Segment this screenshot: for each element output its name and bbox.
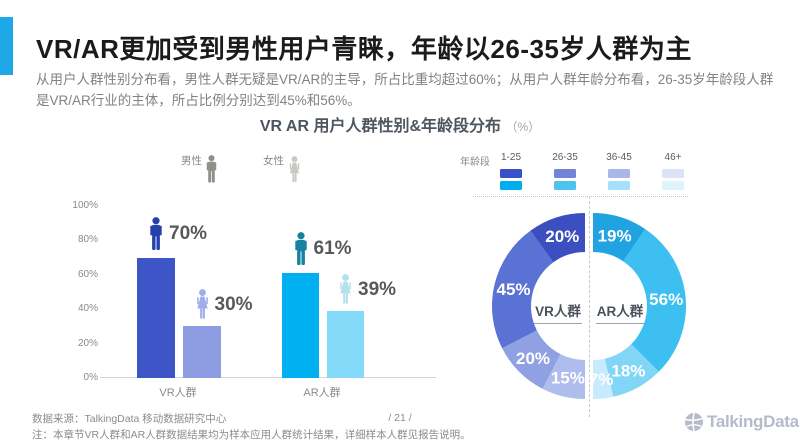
ar-donut-segment-36-45 bbox=[604, 344, 659, 397]
vr-donut-label: VR人群 bbox=[534, 300, 582, 324]
vr-age-swatch bbox=[608, 169, 630, 178]
data-source: 数据来源：TalkingData 移动数据研究中心 bbox=[32, 413, 227, 425]
vr-age-swatch bbox=[554, 169, 576, 178]
chart-title: VR AR 用户人群性别&年龄段分布 （%） bbox=[0, 112, 800, 136]
age-legend-title: 年龄段 bbox=[460, 157, 490, 168]
page-number: / 21 / bbox=[388, 412, 412, 424]
ar-donut-value-1-25: 19% bbox=[598, 227, 632, 246]
ar-female-person-icon bbox=[340, 274, 351, 304]
vr-donut-value-26-35: 45% bbox=[497, 280, 531, 299]
y-axis-tick: 100% bbox=[72, 200, 98, 211]
vr-donut-value-36-45: 20% bbox=[516, 349, 550, 368]
age-legend-label: 26-35 bbox=[552, 152, 578, 163]
y-axis-tick: 60% bbox=[77, 268, 98, 280]
vr-donut-value-46+: 15% bbox=[551, 368, 585, 387]
age-legend-label: 1-25 bbox=[500, 152, 521, 163]
legend-separator-line bbox=[473, 196, 688, 197]
chart-title-unit: （%） bbox=[505, 120, 541, 134]
vr-donut-segment-46+ bbox=[542, 354, 585, 399]
vr-female-bar bbox=[183, 326, 221, 378]
talkingdata-logo-icon bbox=[685, 412, 703, 432]
male-legend-icon bbox=[206, 155, 217, 183]
vr-donut-segment-36-45 bbox=[502, 330, 561, 389]
vr-female-person-icon bbox=[196, 289, 208, 320]
vr-male-value-label: 70% bbox=[169, 222, 208, 244]
vr-age-swatch bbox=[662, 169, 684, 178]
title-accent-bar bbox=[0, 17, 13, 75]
ar-donut-label: AR人群 bbox=[596, 300, 644, 324]
x-axis-label: VR人群 bbox=[159, 387, 197, 399]
ar-age-swatch bbox=[554, 181, 576, 190]
y-axis-tick: 40% bbox=[77, 303, 98, 315]
female-legend-icon bbox=[289, 156, 300, 183]
legend-male-label: 男性 bbox=[181, 155, 202, 167]
page-subtitle: 从用户人群性别分布看，男性人群无疑是VR/AR的主导，所占比重均超过60%；从用… bbox=[36, 71, 774, 108]
ar-donut-segment-26-35 bbox=[623, 229, 686, 372]
vr-donut-segment-1-25 bbox=[530, 213, 585, 263]
legend-female-label: 女性 bbox=[263, 155, 284, 167]
page-title: VR/AR更加受到男性用户青睐，年龄以26-35岁人群为主 bbox=[36, 34, 692, 65]
ar-donut-segment-46+ bbox=[593, 358, 614, 399]
vr-male-person-icon bbox=[150, 216, 162, 250]
donut-divider-line bbox=[589, 196, 590, 417]
vr-age-swatch bbox=[500, 169, 522, 178]
y-axis-tick: 80% bbox=[77, 234, 98, 246]
age-legend-label: 46+ bbox=[664, 152, 682, 163]
x-axis-line bbox=[100, 377, 436, 378]
ar-age-swatch bbox=[608, 181, 630, 190]
vr-donut-segment-26-35 bbox=[492, 230, 554, 349]
ar-age-swatch bbox=[500, 181, 522, 190]
ar-donut-segment-1-25 bbox=[593, 213, 646, 262]
age-legend-label: 36-45 bbox=[606, 152, 632, 163]
ar-age-swatch bbox=[662, 181, 684, 190]
talkingdata-logo-text: TalkingData bbox=[707, 412, 799, 431]
ar-female-bar bbox=[327, 310, 364, 378]
ar-donut-value-26-35: 56% bbox=[649, 290, 683, 309]
ar-donut-value-36-45: 18% bbox=[611, 361, 645, 380]
y-axis-tick: 0% bbox=[83, 372, 98, 383]
x-axis-label: AR人群 bbox=[303, 387, 341, 399]
ar-female-value-label: 39% bbox=[358, 278, 397, 300]
vr-female-value-label: 30% bbox=[214, 294, 253, 316]
age-donut-chart: 20%45%20%15%19%56%18%7% bbox=[492, 213, 686, 399]
y-axis-tick: 20% bbox=[77, 337, 98, 349]
ar-male-person-icon bbox=[294, 232, 307, 266]
footnote: 注：本章节VR人群和AR人群数据结果均为样本应用人群统计结果，详细样本人群见报告… bbox=[32, 429, 471, 441]
vr-donut-value-1-25: 20% bbox=[545, 227, 579, 246]
ar-male-value-label: 61% bbox=[313, 238, 352, 260]
talkingdata-logo: TalkingData bbox=[684, 412, 799, 432]
ar-male-bar bbox=[282, 273, 319, 378]
vr-male-bar bbox=[137, 257, 175, 378]
chart-title-text: VR AR 用户人群性别&年龄段分布 bbox=[259, 118, 502, 135]
ar-donut-value-46+: 7% bbox=[589, 370, 614, 389]
